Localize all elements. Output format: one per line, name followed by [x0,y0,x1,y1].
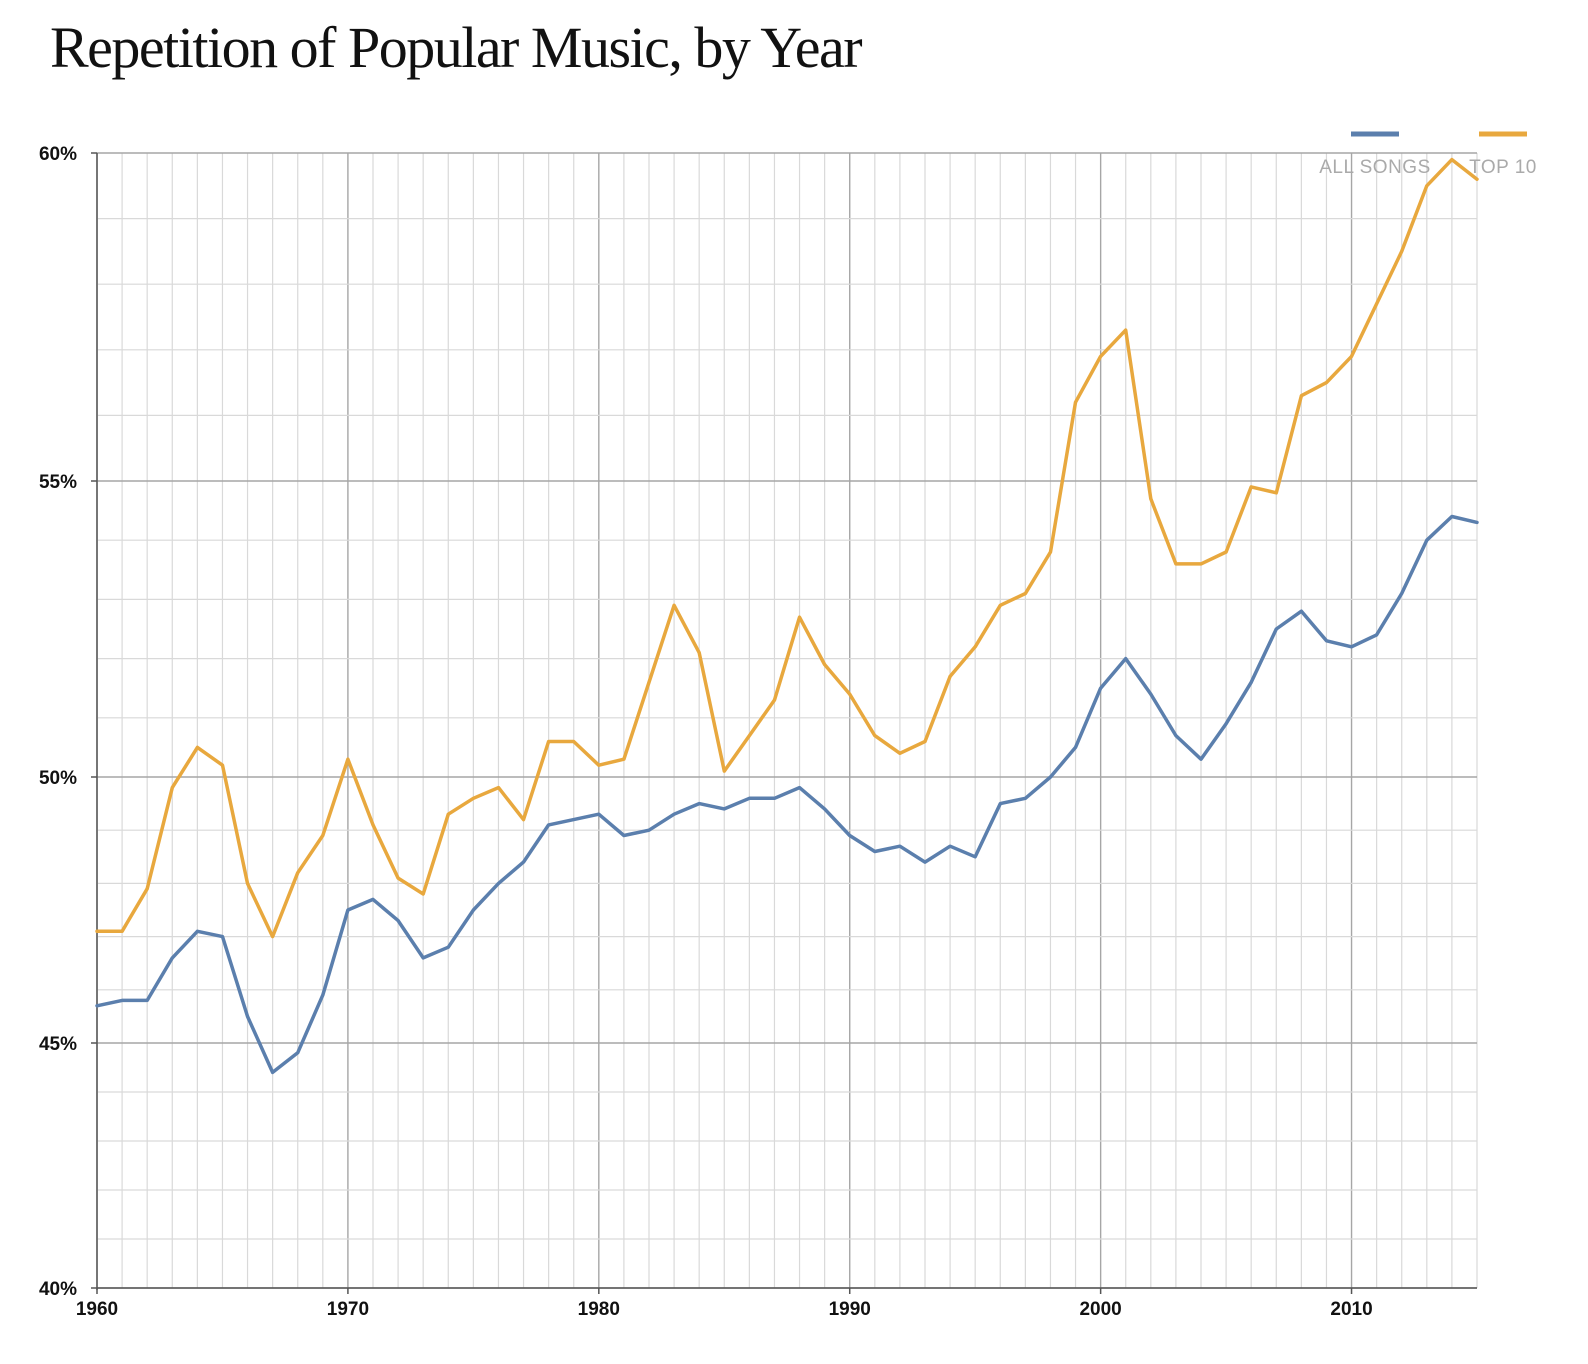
x-axis-ticks: 1960 1970 1980 1990 2000 2010 [76,1288,1373,1320]
x-tick-label: 2010 [1330,1299,1372,1320]
y-tick-label: 50% [39,768,77,789]
axes [96,153,1477,1290]
x-tick-label: 2000 [1079,1299,1121,1320]
legend-label: TOP 10 [1469,157,1537,178]
y-tick-label: 55% [39,472,77,493]
series-line-all-songs [95,514,1479,1075]
y-tick-label: 60% [39,144,77,165]
series-line-top-10 [95,157,1479,939]
legend-label: ALL SONGS [1319,157,1431,178]
x-tick-label: 1960 [76,1299,118,1320]
grid-lines [96,152,1478,1289]
y-tick-label: 45% [39,1034,77,1055]
y-tick-label: 40% [39,1279,77,1300]
y-axis-ticks: 40% 45% 50% 55% 60% [39,144,97,1300]
legend: ALL SONGS TOP 10 [1319,131,1537,178]
x-tick-label: 1990 [829,1299,871,1320]
series-lines [95,157,1479,1075]
x-tick-label: 1970 [327,1299,369,1320]
chart-title: Repetition of Popular Music, by Year [50,15,863,80]
x-tick-label: 1980 [578,1299,620,1320]
